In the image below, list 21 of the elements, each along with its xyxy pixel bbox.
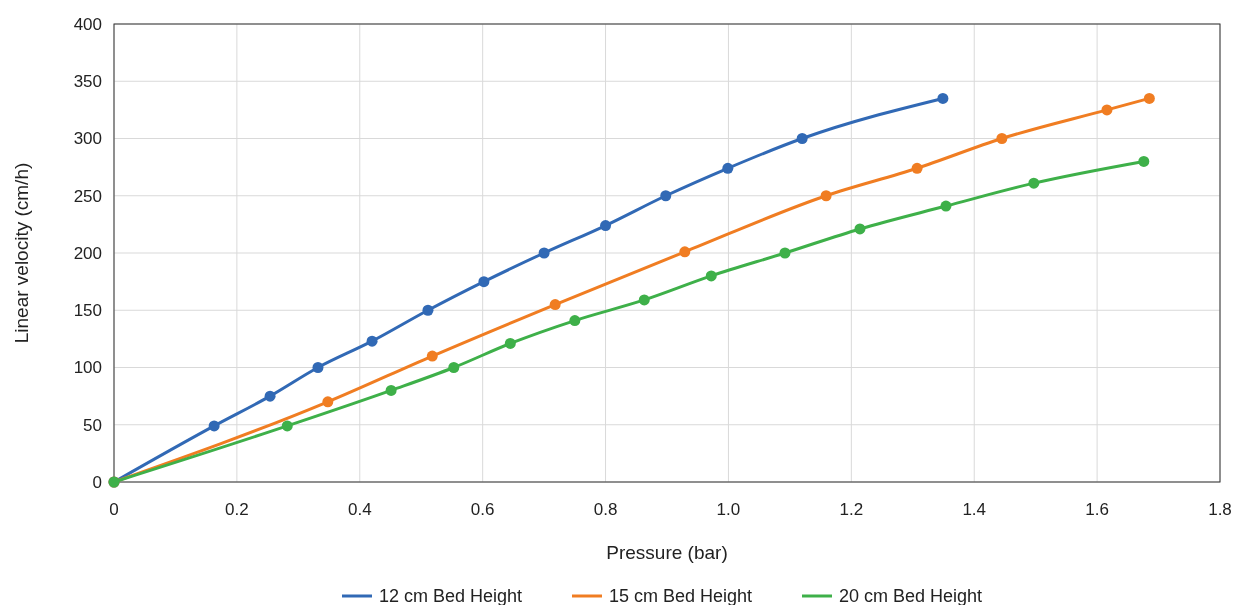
- y-tick-label: 400: [73, 14, 102, 34]
- x-tick-label: 0.8: [593, 500, 618, 519]
- x-tick-label: 1.6: [1085, 500, 1109, 519]
- y-tick-label: 250: [73, 186, 102, 206]
- x-tick-label: 0: [109, 500, 119, 519]
- y-tick-label: 0: [92, 472, 102, 492]
- x-tick-label: 1.0: [716, 500, 741, 519]
- y-tick-label: 300: [73, 129, 102, 149]
- x-axis-title: Pressure (bar): [606, 542, 728, 563]
- x-tick-label: 1.8: [1208, 500, 1232, 519]
- y-tick-label: 350: [73, 72, 102, 92]
- y-tick-label: 150: [73, 301, 102, 321]
- y-tick-label: 50: [83, 415, 102, 435]
- x-tick-label: 1.2: [839, 500, 864, 519]
- y-tick-label: 200: [73, 243, 102, 263]
- y-tick-label: 100: [73, 358, 102, 378]
- x-tick-label: 0.4: [347, 500, 372, 519]
- y-axis-title: Linear velocity (cm/h): [11, 162, 32, 344]
- x-tick-label: 0.2: [225, 500, 249, 519]
- x-tick-label: 0.6: [470, 500, 495, 519]
- x-tick-label: 1.4: [962, 500, 987, 519]
